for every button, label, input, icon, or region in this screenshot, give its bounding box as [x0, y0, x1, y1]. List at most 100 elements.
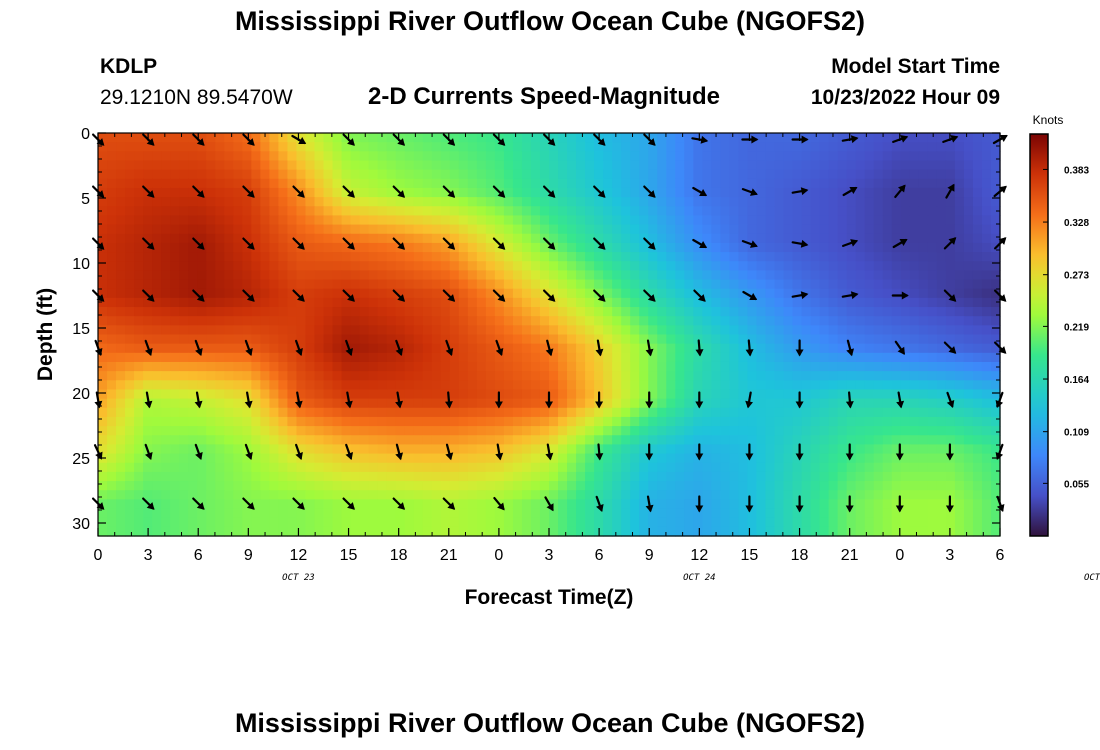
heatmap-cell [278, 334, 289, 345]
heatmap-cell [693, 142, 703, 152]
heatmap-cell [909, 490, 920, 500]
heatmap-cell [440, 151, 451, 162]
heatmap-cell [260, 380, 270, 391]
heatmap-cell [278, 389, 289, 400]
heatmap-cell [314, 343, 325, 354]
heatmap-cell [431, 307, 442, 317]
heatmap-cell [648, 279, 658, 290]
arrow-head [895, 453, 904, 461]
arrow-head [745, 349, 754, 357]
heatmap-cell [567, 307, 577, 317]
heatmap-cell [431, 334, 442, 345]
heatmap-cell [828, 261, 839, 271]
heatmap-cell [341, 462, 352, 473]
heatmap-cell [819, 279, 830, 290]
heatmap-cell [945, 206, 956, 217]
heatmap-cell [864, 151, 875, 162]
heatmap-cell [927, 462, 938, 473]
heatmap-cell [918, 526, 929, 537]
heatmap-cell [774, 279, 785, 290]
heatmap-cell [332, 499, 343, 510]
heatmap-cell [134, 471, 144, 482]
heatmap-cell [440, 426, 451, 436]
heatmap-cell [846, 233, 857, 244]
arrow-head [497, 190, 506, 198]
heatmap-cell [810, 197, 821, 207]
heatmap-cell [476, 398, 487, 409]
heatmap-cell [188, 490, 198, 500]
heatmap-cell [981, 297, 992, 308]
heatmap-cell [558, 490, 568, 500]
heatmap-cell [603, 462, 613, 473]
arrow-head [397, 138, 405, 146]
heatmap-cell [945, 133, 956, 143]
heatmap-cell [756, 233, 767, 244]
heatmap-cell [440, 307, 451, 317]
heatmap-cell [404, 453, 415, 464]
heatmap-cell [512, 197, 523, 207]
heatmap-cell [386, 462, 397, 473]
heatmap-cell [134, 242, 144, 253]
heatmap-cell [891, 133, 902, 143]
heatmap-cell [539, 187, 550, 198]
heatmap-cell [521, 325, 532, 336]
heatmap-cell [116, 206, 126, 217]
heatmap-cell [368, 160, 379, 171]
heatmap-cell [314, 380, 325, 391]
heatmap-cell [314, 215, 325, 226]
heatmap-cell [134, 453, 144, 464]
heatmap-cell [449, 178, 460, 189]
heatmap-cell [467, 444, 478, 455]
heatmap-cell [161, 197, 171, 207]
heatmap-cell [539, 435, 550, 446]
heatmap-cell [341, 142, 352, 152]
heatmap-cell [305, 352, 316, 363]
heatmap-cell [179, 307, 189, 317]
heatmap-cell [828, 490, 839, 500]
heatmap-cell [801, 197, 812, 207]
heatmap-cell [512, 307, 523, 317]
heatmap-cell [269, 187, 279, 198]
heatmap-cell [395, 407, 406, 418]
heatmap-cell [350, 526, 361, 537]
current-arrow [495, 443, 504, 461]
heatmap-cell [458, 288, 469, 299]
heatmap-cell [476, 371, 487, 381]
heatmap-cell [549, 307, 559, 317]
heatmap-cell [567, 169, 577, 180]
heatmap-cell [467, 517, 478, 528]
heatmap-cell [143, 435, 153, 446]
heatmap-cell [693, 307, 703, 317]
x-tick-label: 12 [290, 547, 308, 564]
heatmap-cell [503, 398, 514, 409]
heatmap-cell [476, 187, 487, 198]
heatmap-cell [675, 325, 685, 336]
heatmap-cell [585, 316, 595, 326]
heatmap-cell [521, 261, 532, 271]
heatmap-cell [251, 325, 261, 336]
heatmap-cell [756, 352, 767, 363]
heatmap-cell [648, 361, 658, 372]
heatmap-cell [314, 334, 325, 345]
heatmap-cell [305, 526, 316, 537]
heatmap-cell [422, 215, 433, 226]
heatmap-cell [882, 352, 893, 363]
heatmap-cell [837, 270, 848, 281]
heatmap-cell [377, 471, 388, 482]
heatmap-cell [639, 206, 649, 217]
heatmap-cell [422, 462, 433, 473]
heatmap-cell [990, 462, 1001, 473]
heatmap-cell [134, 133, 144, 143]
current-arrow [342, 237, 355, 250]
heatmap-cell [819, 471, 830, 482]
heatmap-cell [539, 481, 550, 491]
heatmap-cell [521, 389, 532, 400]
heatmap-cell [413, 297, 424, 308]
heatmap-cell [368, 343, 379, 354]
heatmap-cell [972, 187, 983, 198]
heatmap-cell [657, 142, 667, 152]
heatmap-cell [981, 508, 992, 519]
heatmap-cell [107, 517, 117, 528]
heatmap-cell [350, 297, 361, 308]
heatmap-cell [954, 471, 965, 482]
